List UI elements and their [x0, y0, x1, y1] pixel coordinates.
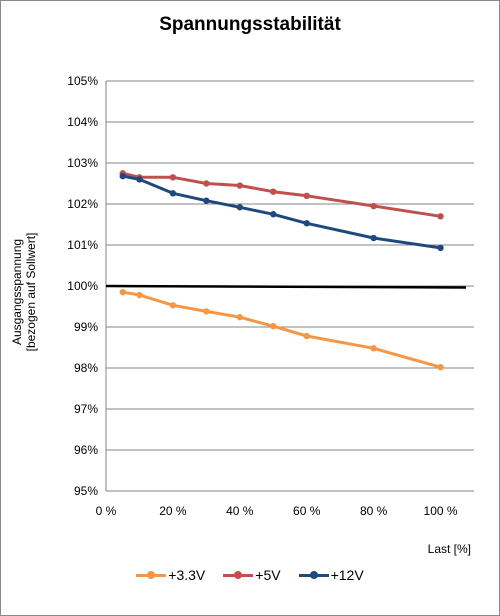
data-point — [169, 190, 177, 197]
data-point — [270, 211, 277, 218]
x-tick-label: 20 % — [159, 504, 187, 518]
data-point — [370, 234, 377, 242]
y-tick-label: 95% — [74, 484, 98, 498]
data-point — [437, 213, 444, 220]
legend-swatch — [223, 569, 254, 581]
legend-label: +5V — [255, 567, 281, 583]
x-tick-label: 80 % — [360, 504, 388, 518]
data-point — [270, 322, 277, 330]
data-point — [236, 204, 244, 211]
y-tick-label: 102% — [67, 197, 98, 211]
data-point — [203, 197, 210, 204]
x-tick-label: 40 % — [226, 504, 254, 518]
data-point — [169, 174, 177, 181]
data-point — [370, 202, 377, 210]
y-tick-label: 105% — [67, 74, 98, 88]
x-axis-label: Last [%] — [427, 542, 471, 556]
data-point — [203, 308, 210, 315]
y-tick-label: 98% — [74, 361, 98, 375]
legend-swatch — [136, 569, 167, 581]
data-point — [236, 182, 244, 189]
data-point — [169, 302, 177, 309]
legend-item: +3.3V — [136, 567, 205, 583]
data-point — [136, 291, 143, 299]
data-point — [437, 363, 444, 371]
reference-line — [105, 284, 467, 289]
legend-label: +12V — [330, 567, 364, 583]
legend: +3.3V +5V +12V — [0, 562, 500, 588]
legend-item: +12V — [298, 567, 364, 583]
y-tick-label: 100% — [67, 279, 98, 293]
chart-title: Spannungsstabilität — [159, 14, 341, 35]
data-point — [370, 345, 377, 352]
data-point — [303, 220, 310, 227]
data-point — [303, 332, 310, 340]
x-tick-label: 100 % — [424, 504, 458, 518]
data-point — [437, 244, 444, 252]
data-point — [136, 176, 143, 183]
data-point — [303, 192, 310, 199]
y-tick-label: 99% — [74, 320, 98, 334]
data-point — [119, 172, 126, 180]
data-point — [119, 288, 126, 296]
x-tick-label: 60 % — [293, 504, 321, 518]
series-line — [122, 174, 441, 250]
data-point — [203, 180, 210, 187]
y-tick-label: 104% — [67, 115, 98, 129]
y-tick-label: 96% — [74, 443, 98, 457]
y-tick-label: 103% — [67, 156, 98, 170]
y-tick-label: 97% — [74, 402, 98, 416]
legend-swatch — [298, 569, 329, 581]
data-point — [270, 188, 277, 195]
legend-item: +5V — [223, 567, 281, 583]
x-tick-label: 0 % — [96, 504, 117, 518]
legend-label: +3.3V — [168, 567, 206, 583]
y-tick-label: 101% — [67, 238, 98, 252]
data-point — [236, 313, 244, 321]
